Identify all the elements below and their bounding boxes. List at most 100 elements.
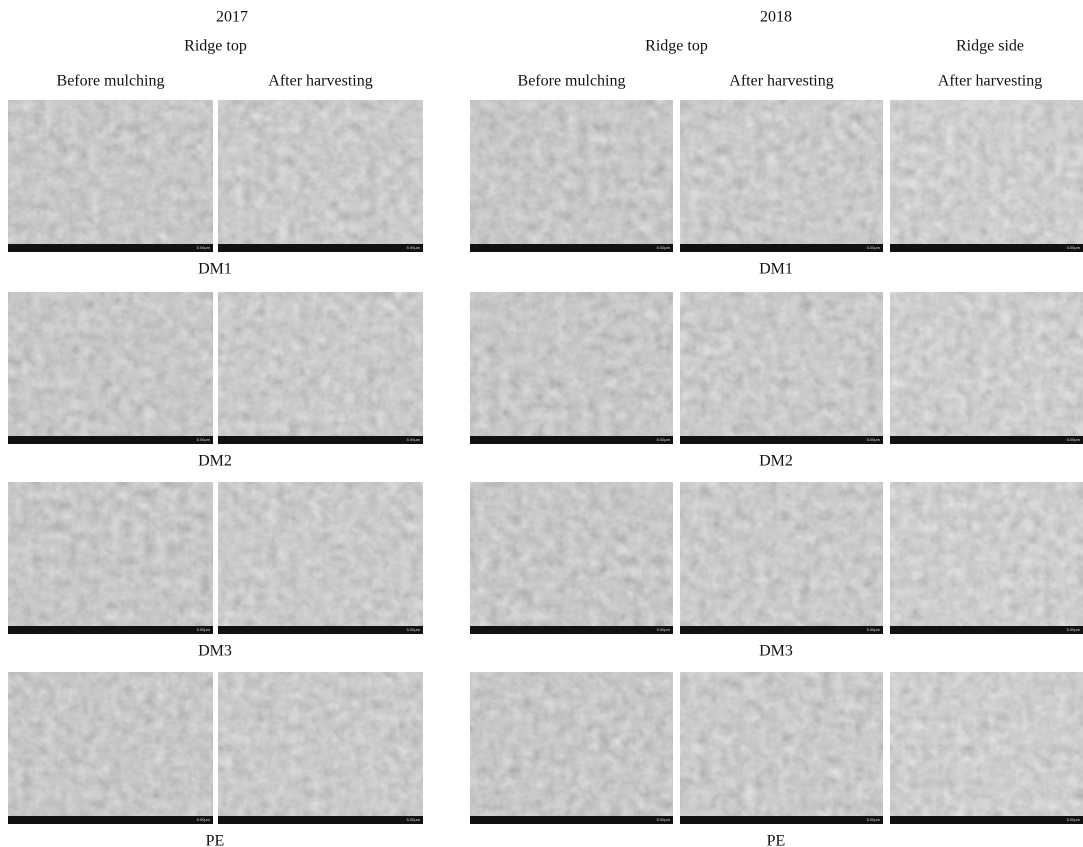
scale-bar xyxy=(890,816,1083,824)
scale-bar xyxy=(8,436,213,444)
image-texture xyxy=(8,482,213,634)
scale-text: 5.00μm xyxy=(197,437,211,442)
sem-image xyxy=(218,482,423,634)
scale-bar xyxy=(890,244,1083,252)
sem-image xyxy=(680,292,883,444)
section-title: Ridge top xyxy=(184,38,247,55)
scale-bar xyxy=(218,816,423,824)
scale-bar xyxy=(470,244,673,252)
section-title: Ridge top xyxy=(645,38,708,55)
image-texture xyxy=(680,482,883,634)
column-header: After harvesting xyxy=(938,73,1042,90)
scale-text: 5.00μm xyxy=(1067,817,1081,822)
image-texture xyxy=(470,100,673,252)
year-label: 2017 xyxy=(216,9,248,26)
image-texture xyxy=(680,100,883,252)
image-texture xyxy=(8,292,213,444)
scale-bar xyxy=(470,436,673,444)
scale-bar xyxy=(680,436,883,444)
scale-text: 5.00μm xyxy=(197,245,211,250)
sem-image xyxy=(470,100,673,252)
sem-image xyxy=(8,482,213,634)
scale-text: 5.00μm xyxy=(407,437,421,442)
column-header: After harvesting xyxy=(729,73,833,90)
row-label: DM3 xyxy=(759,643,793,660)
sem-image xyxy=(218,292,423,444)
scale-text: 5.00μm xyxy=(1067,245,1081,250)
image-texture xyxy=(8,100,213,252)
scale-bar xyxy=(218,626,423,634)
sem-image xyxy=(680,482,883,634)
scale-text: 5.00μm xyxy=(407,245,421,250)
scale-text: 5.00μm xyxy=(867,245,881,250)
scale-bar xyxy=(8,816,213,824)
image-texture xyxy=(218,672,423,824)
image-texture xyxy=(218,482,423,634)
row-label: DM2 xyxy=(198,453,232,470)
scale-text: 5.00μm xyxy=(407,817,421,822)
scale-text: 5.00μm xyxy=(657,817,671,822)
section-title: Ridge side xyxy=(956,38,1024,55)
image-texture xyxy=(890,672,1083,824)
image-texture xyxy=(890,482,1083,634)
sem-image xyxy=(470,292,673,444)
scale-bar xyxy=(680,816,883,824)
scale-bar xyxy=(218,244,423,252)
row-label: DM1 xyxy=(198,261,232,278)
scale-bar xyxy=(470,626,673,634)
sem-image xyxy=(680,100,883,252)
image-texture xyxy=(680,672,883,824)
image-texture xyxy=(890,100,1083,252)
sem-image xyxy=(890,672,1083,824)
figure: 2017 Before mulching After harvesting Ridge… xyxy=(0,0,1083,847)
row-label: DM1 xyxy=(759,261,793,278)
row-label: DM2 xyxy=(759,453,793,470)
image-texture xyxy=(680,292,883,444)
column-header: Before mulching xyxy=(57,73,165,90)
sem-image xyxy=(8,292,213,444)
row-label: PE xyxy=(767,833,786,847)
scale-bar xyxy=(470,816,673,824)
scale-text: 5.00μm xyxy=(657,437,671,442)
scale-bar xyxy=(890,436,1083,444)
scale-text: 5.00μm xyxy=(867,817,881,822)
row-label: PE xyxy=(206,833,225,847)
sem-image xyxy=(890,100,1083,252)
sem-image xyxy=(470,672,673,824)
sem-image xyxy=(218,100,423,252)
sem-image xyxy=(8,100,213,252)
scale-text: 5.00μm xyxy=(867,627,881,632)
image-texture xyxy=(218,100,423,252)
image-texture xyxy=(470,672,673,824)
sem-image xyxy=(890,292,1083,444)
sem-image xyxy=(218,672,423,824)
scale-bar xyxy=(890,626,1083,634)
scale-text: 5.00μm xyxy=(1067,437,1081,442)
image-texture xyxy=(470,292,673,444)
scale-text: 5.00μm xyxy=(657,627,671,632)
scale-bar xyxy=(680,626,883,634)
image-texture xyxy=(470,482,673,634)
column-header: After harvesting xyxy=(268,73,372,90)
scale-text: 5.00μm xyxy=(197,627,211,632)
image-texture xyxy=(8,672,213,824)
sem-image xyxy=(8,672,213,824)
scale-bar xyxy=(8,626,213,634)
scale-text: 5.00μm xyxy=(407,627,421,632)
page: 2017 Before mulching After harvesting Ridge… xyxy=(0,0,1083,847)
scale-text: 5.00μm xyxy=(867,437,881,442)
year-label: 2018 xyxy=(760,9,792,26)
sem-image xyxy=(680,672,883,824)
scale-bar xyxy=(680,244,883,252)
sem-image xyxy=(470,482,673,634)
scale-bar xyxy=(218,436,423,444)
scale-text: 5.00μm xyxy=(657,245,671,250)
scale-bar xyxy=(8,244,213,252)
image-texture xyxy=(218,292,423,444)
row-label: DM3 xyxy=(198,643,232,660)
scale-text: 5.00μm xyxy=(197,817,211,822)
column-header: Before mulching xyxy=(518,73,626,90)
image-texture xyxy=(890,292,1083,444)
sem-image xyxy=(890,482,1083,634)
scale-text: 5.00μm xyxy=(1067,627,1081,632)
